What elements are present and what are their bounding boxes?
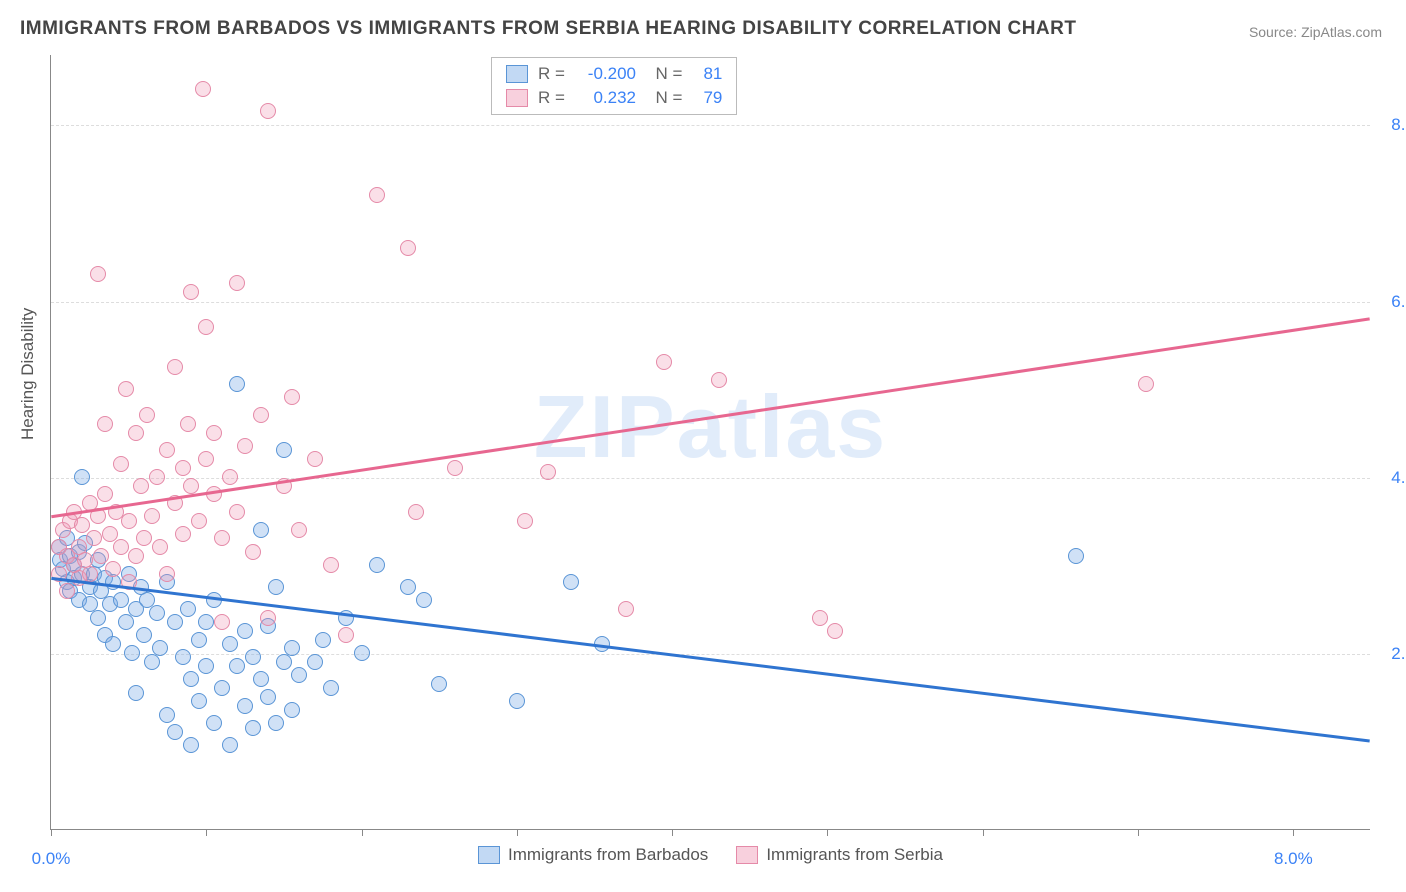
stat-r-label: R =	[538, 88, 568, 108]
stat-n-label: N =	[646, 64, 682, 84]
legend-label: Immigrants from Serbia	[766, 845, 943, 865]
trend-line	[51, 319, 1369, 517]
x-tick-label: 8.0%	[1274, 849, 1313, 869]
stat-r-label: R =	[538, 64, 568, 84]
x-tick	[1293, 829, 1294, 836]
y-tick-label: 6.0%	[1391, 292, 1406, 312]
y-tick-label: 4.0%	[1391, 468, 1406, 488]
legend-swatch	[506, 89, 528, 107]
x-tick	[206, 829, 207, 836]
stat-n-value: 81	[692, 64, 722, 84]
x-tick	[1138, 829, 1139, 836]
stat-r-value: 0.232	[578, 88, 636, 108]
trend-line	[51, 578, 1369, 741]
legend-swatch	[736, 846, 758, 864]
stats-row: R = 0.232 N = 79	[492, 86, 736, 110]
x-tick	[827, 829, 828, 836]
legend-item: Immigrants from Serbia	[736, 845, 943, 865]
stat-n-value: 79	[692, 88, 722, 108]
bottom-legend: Immigrants from Barbados Immigrants from …	[51, 845, 1370, 869]
legend-swatch	[506, 65, 528, 83]
source-label: Source: ZipAtlas.com	[1249, 24, 1382, 40]
legend-item: Immigrants from Barbados	[478, 845, 708, 865]
stat-r-value: -0.200	[578, 64, 636, 84]
y-axis-label: Hearing Disability	[18, 308, 38, 440]
x-tick-label: 0.0%	[32, 849, 71, 869]
x-tick	[983, 829, 984, 836]
legend-label: Immigrants from Barbados	[508, 845, 708, 865]
stat-n-label: N =	[646, 88, 682, 108]
x-tick	[517, 829, 518, 836]
stats-row: R = -0.200 N = 81	[492, 62, 736, 86]
stats-box: R = -0.200 N = 81 R = 0.232 N = 79	[491, 57, 737, 115]
y-tick-label: 8.0%	[1391, 115, 1406, 135]
legend-swatch	[478, 846, 500, 864]
x-tick	[362, 829, 363, 836]
x-tick	[672, 829, 673, 836]
chart-title: IMMIGRANTS FROM BARBADOS VS IMMIGRANTS F…	[20, 18, 1076, 40]
x-tick	[51, 829, 52, 836]
trend-lines	[51, 55, 1370, 829]
y-tick-label: 2.0%	[1391, 644, 1406, 664]
plot-area: ZIPatlas R =-0.200 N =81R =0.232 N =79 I…	[50, 55, 1370, 830]
